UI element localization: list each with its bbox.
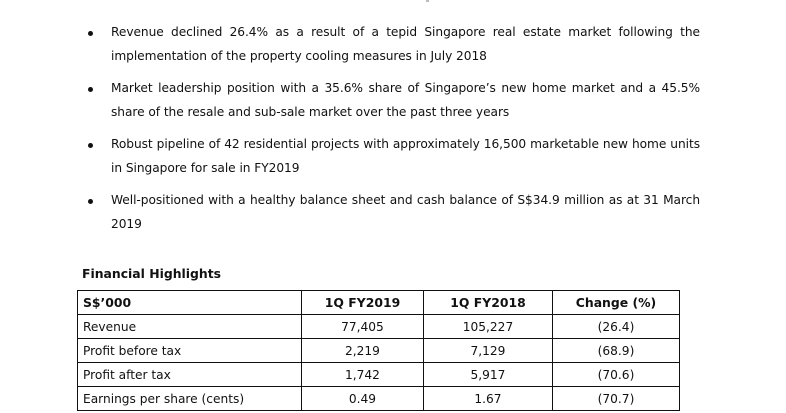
table-row: Earnings per share (cents) 0.49 1.67 (70… xyxy=(77,386,680,411)
cell-change: (70.7) xyxy=(552,386,680,411)
bullet-icon xyxy=(88,86,93,92)
cell-change: (70.6) xyxy=(552,362,680,387)
cell-1q-fy2019: 2,219 xyxy=(301,338,424,363)
cell-change: (68.9) xyxy=(552,338,680,363)
column-header-change: Change (%) xyxy=(552,290,680,315)
cell-1q-fy2019: 1,742 xyxy=(301,362,424,387)
row-label: Profit before tax xyxy=(77,338,302,363)
table-row: Profit after tax 1,742 5,917 (70.6) xyxy=(77,362,680,387)
bullet-icon xyxy=(88,142,93,148)
column-header-currency: S$’000 xyxy=(77,290,302,315)
page-edge-mark xyxy=(426,0,429,2)
bullet-text: Well-positioned with a healthy balance s… xyxy=(111,193,700,231)
row-label: Revenue xyxy=(77,314,302,339)
bullet-text: Robust pipeline of 42 residential projec… xyxy=(111,137,700,175)
cell-1q-fy2018: 5,917 xyxy=(423,362,553,387)
bullet-item-market-leadership: Market leadership position with a 35.6% … xyxy=(0,77,700,124)
bullet-icon xyxy=(88,30,93,36)
bullet-text: Market leadership position with a 35.6% … xyxy=(111,81,700,119)
highlights-bullet-list: Revenue declined 26.4% as a result of a … xyxy=(0,21,786,245)
column-header-1q-fy2019: 1Q FY2019 xyxy=(301,290,424,315)
cell-1q-fy2018: 7,129 xyxy=(423,338,553,363)
cell-1q-fy2019: 0.49 xyxy=(301,386,424,411)
row-label: Earnings per share (cents) xyxy=(77,386,302,411)
bullet-item-revenue: Revenue declined 26.4% as a result of a … xyxy=(0,21,700,68)
financial-highlights-table: S$’000 1Q FY2019 1Q FY2018 Change (%) Re… xyxy=(77,290,680,411)
financial-highlights-heading: Financial Highlights xyxy=(82,266,222,281)
cell-1q-fy2018: 105,227 xyxy=(423,314,553,339)
bullet-icon xyxy=(88,198,93,204)
table-row: Revenue 77,405 105,227 (26.4) xyxy=(77,314,680,339)
table-row: Profit before tax 2,219 7,129 (68.9) xyxy=(77,338,680,363)
cell-1q-fy2018: 1.67 xyxy=(423,386,553,411)
table-header-row: S$’000 1Q FY2019 1Q FY2018 Change (%) xyxy=(77,290,680,315)
row-label: Profit after tax xyxy=(77,362,302,387)
cell-1q-fy2019: 77,405 xyxy=(301,314,424,339)
column-header-1q-fy2018: 1Q FY2018 xyxy=(423,290,553,315)
bullet-item-pipeline: Robust pipeline of 42 residential projec… xyxy=(0,133,700,180)
bullet-item-balance-sheet: Well-positioned with a healthy balance s… xyxy=(0,189,700,236)
cell-change: (26.4) xyxy=(552,314,680,339)
bullet-text: Revenue declined 26.4% as a result of a … xyxy=(111,25,700,63)
